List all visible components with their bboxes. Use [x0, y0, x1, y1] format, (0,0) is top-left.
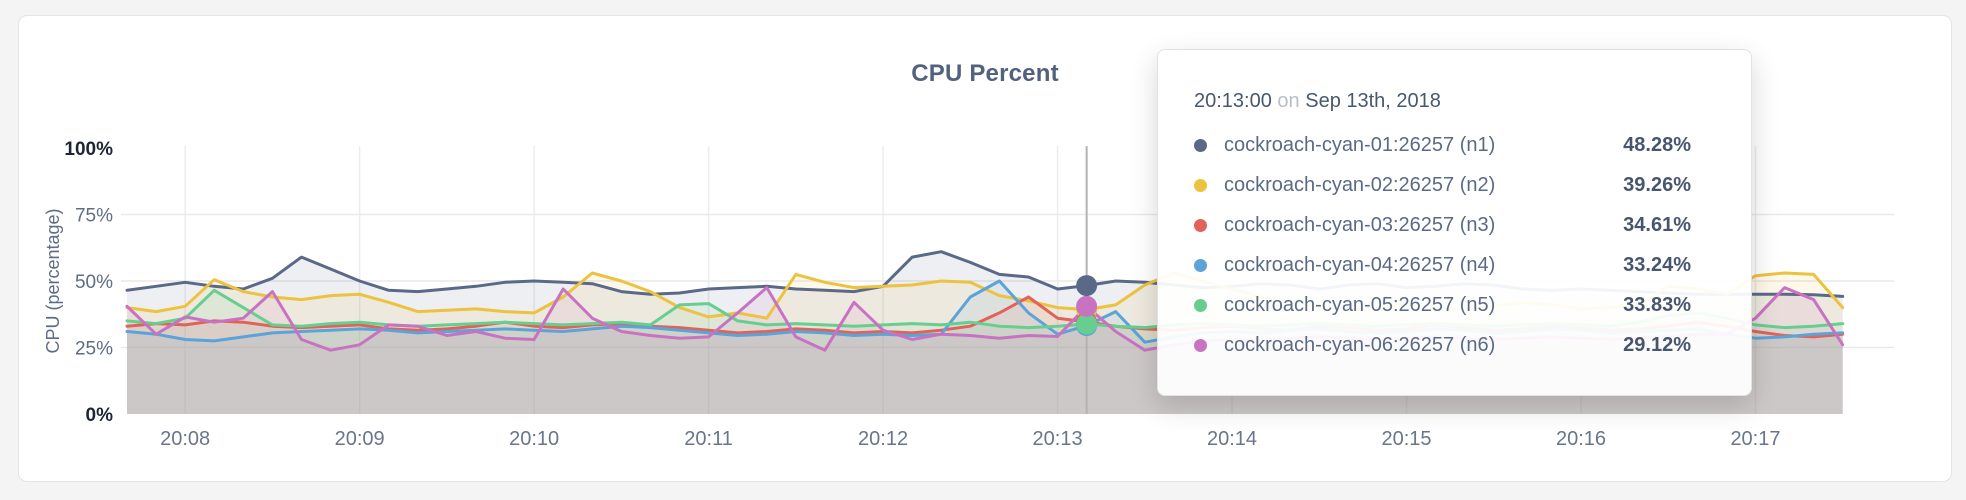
x-tick-label: 20:16	[1556, 428, 1606, 450]
hover-dot	[1076, 295, 1098, 317]
tooltip-row: cockroach-cyan-01:26257 (n1) 48.28%	[1194, 125, 1691, 165]
x-tick-label: 20:17	[1730, 428, 1780, 450]
tooltip-row: cockroach-cyan-04:26257 (n4) 33.24%	[1194, 245, 1691, 285]
y-tick-label: 75%	[75, 206, 113, 227]
x-tick-label: 20:15	[1381, 428, 1431, 450]
y-tick-label: 100%	[64, 139, 113, 160]
x-tick-label: 20:13	[1033, 428, 1083, 450]
hover-dots	[1076, 275, 1098, 337]
tooltip-row: cockroach-cyan-05:26257 (n5) 33.83%	[1194, 285, 1691, 325]
tooltip-series-value: 33.24%	[1623, 253, 1691, 276]
tooltip-row: cockroach-cyan-02:26257 (n2) 39.26%	[1194, 165, 1691, 205]
tooltip-time: 20:13:00	[1194, 90, 1272, 112]
tooltip-series-label: cockroach-cyan-06:26257 (n6)	[1224, 333, 1496, 356]
tooltip-series-label: cockroach-cyan-02:26257 (n2)	[1224, 173, 1496, 196]
tooltip-series-label: cockroach-cyan-01:26257 (n1)	[1224, 133, 1496, 156]
hover-tooltip: 20:13:00 on Sep 13th, 2018 cockroach-cya…	[1157, 49, 1752, 396]
y-tick-label: 0%	[86, 405, 114, 426]
series-color-dot-icon	[1194, 338, 1207, 352]
x-tick-label: 20:08	[160, 428, 210, 450]
tooltip-row: cockroach-cyan-06:26257 (n6) 29.12%	[1194, 325, 1691, 365]
tooltip-series-value: 48.28%	[1623, 133, 1691, 156]
tooltip-conjunction: on	[1277, 90, 1300, 112]
x-tick-label: 20:11	[684, 428, 733, 450]
tooltip-rows: cockroach-cyan-01:26257 (n1) 48.28% cockro…	[1194, 125, 1691, 365]
series-color-dot-icon	[1194, 178, 1207, 192]
x-tick-label: 20:14	[1207, 428, 1257, 450]
hover-dot	[1076, 313, 1098, 335]
x-tick-label: 20:12	[858, 428, 908, 450]
tooltip-series-label: cockroach-cyan-05:26257 (n5)	[1224, 293, 1496, 316]
hover-dot	[1076, 275, 1098, 297]
x-axis-labels: 20:08 20:09 20:10 20:11 20:12 20:13 20:14 20:15…	[160, 428, 1780, 450]
tooltip-series-value: 33.83%	[1623, 293, 1691, 316]
y-tick-label: 25%	[75, 339, 113, 360]
chart-card: 20:08 20:09 20:10 20:11 20:12 20:13 20:14 20:15…	[18, 15, 1952, 482]
y-axis-labels: 100% 75% 50% 25% 0%	[64, 139, 113, 426]
tooltip-row: cockroach-cyan-03:26257 (n3) 34.61%	[1194, 205, 1691, 245]
y-axis-title: CPU (percentage)	[43, 208, 63, 353]
x-tick-label: 20:10	[509, 428, 559, 450]
series-color-dot-icon	[1194, 298, 1207, 312]
tooltip-date: Sep 13th, 2018	[1305, 90, 1441, 112]
tooltip-series-label: cockroach-cyan-04:26257 (n4)	[1224, 253, 1496, 276]
tooltip-series-value: 29.12%	[1623, 333, 1691, 356]
tooltip-header: 20:13:00 on Sep 13th, 2018	[1194, 90, 1691, 113]
series-color-dot-icon	[1194, 138, 1207, 152]
y-tick-label: 50%	[75, 272, 113, 293]
tooltip-series-label: cockroach-cyan-03:26257 (n3)	[1224, 213, 1496, 236]
y-axis-title-text: CPU (percentage)	[43, 208, 63, 353]
series-color-dot-icon	[1194, 218, 1207, 232]
tooltip-series-value: 39.26%	[1623, 173, 1691, 196]
series-color-dot-icon	[1194, 258, 1207, 272]
chart-title: CPU Percent	[911, 60, 1059, 87]
x-tick-label: 20:09	[335, 428, 385, 450]
tooltip-series-value: 34.61%	[1623, 213, 1691, 236]
